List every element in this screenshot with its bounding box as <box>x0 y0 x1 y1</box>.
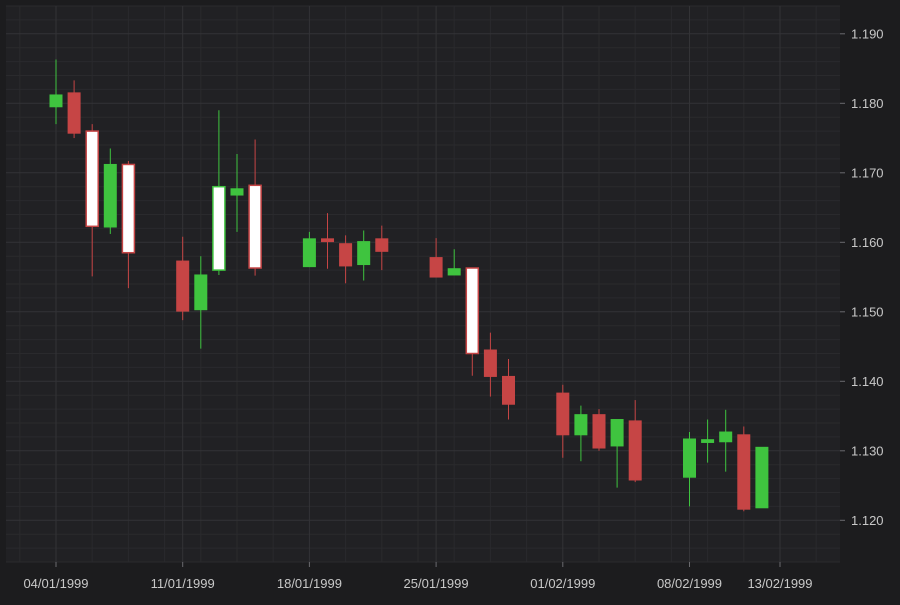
candle <box>230 154 244 232</box>
candle <box>176 236 190 321</box>
major-gridlines <box>6 6 840 562</box>
candle <box>67 80 81 139</box>
candle-body <box>628 420 642 481</box>
candle-body <box>556 392 570 436</box>
candle-body <box>67 92 81 134</box>
candle-body <box>574 414 588 436</box>
candle-body <box>248 184 262 269</box>
candle-body <box>49 94 63 108</box>
candle <box>574 405 588 462</box>
x-tick-label: 25/01/1999 <box>404 576 469 591</box>
candle <box>49 59 63 125</box>
candle-body <box>85 130 99 228</box>
candle <box>248 139 262 276</box>
candle-body <box>483 349 497 377</box>
candle <box>610 419 624 488</box>
candle-body <box>321 238 334 243</box>
candle <box>85 124 99 277</box>
candle-body <box>610 419 624 447</box>
candle <box>683 432 696 507</box>
candles-group <box>49 59 769 512</box>
candle <box>302 231 316 268</box>
minor-gridlines <box>6 5 840 563</box>
candle-body <box>375 238 389 252</box>
y-tick-label: 1.120 <box>851 513 884 528</box>
candle-body <box>592 414 606 449</box>
candle <box>465 267 480 376</box>
candle <box>592 409 606 451</box>
candle-body <box>701 439 715 443</box>
candle <box>321 213 334 269</box>
x-tick-label: 13/02/1999 <box>747 576 812 591</box>
y-tick-label: 1.140 <box>851 374 884 389</box>
candle-body <box>465 267 480 355</box>
y-tick-label: 1.170 <box>851 165 884 180</box>
x-tick-label: 11/01/1999 <box>151 576 215 591</box>
x-axis: 04/01/1999 11/01/1999 18/01/1999 25/01/1999… <box>23 562 813 591</box>
candle-body <box>755 446 769 509</box>
candle <box>194 256 208 349</box>
candle <box>719 409 733 472</box>
y-tick-label: 1.130 <box>851 443 884 458</box>
candle <box>357 230 371 281</box>
y-tick-label: 1.190 <box>851 26 884 41</box>
candle <box>556 384 570 458</box>
candle <box>755 446 769 509</box>
candle-body <box>357 241 371 266</box>
candle <box>701 419 715 463</box>
candle-body <box>103 163 117 228</box>
candle <box>339 235 353 284</box>
candle <box>103 148 117 234</box>
candle-body <box>212 185 226 271</box>
y-tick-label: 1.150 <box>851 304 884 319</box>
x-tick-label: 04/01/1999 <box>23 576 88 591</box>
y-tick-label: 1.180 <box>851 96 884 111</box>
candle-body <box>339 243 353 267</box>
y-axis: 1.120 1.130 1.140 1.150 1.160 1.170 1.180 1.190 <box>840 26 884 528</box>
candle-body <box>302 238 316 268</box>
candle-body <box>447 268 461 276</box>
candle-body <box>230 188 244 196</box>
y-tick-label: 1.160 <box>851 235 884 250</box>
candle <box>121 160 136 289</box>
candle-body <box>121 163 136 254</box>
candle <box>429 238 443 278</box>
x-tick-label: 08/02/1999 <box>657 576 722 591</box>
candle <box>375 225 389 271</box>
candle-body <box>683 438 696 478</box>
candle <box>212 110 226 275</box>
candle-body <box>737 434 751 510</box>
candle <box>502 359 515 420</box>
candle <box>447 249 461 276</box>
candle <box>628 400 642 483</box>
candle-body <box>176 260 190 312</box>
candle-body <box>719 431 733 443</box>
candle-body <box>502 375 515 405</box>
x-tick-label: 01/02/1999 <box>530 576 595 591</box>
x-tick-label: 18/01/1999 <box>277 576 342 591</box>
candle-body <box>194 274 208 311</box>
candle <box>483 332 497 397</box>
candle-body <box>429 257 443 278</box>
candle <box>737 426 751 512</box>
